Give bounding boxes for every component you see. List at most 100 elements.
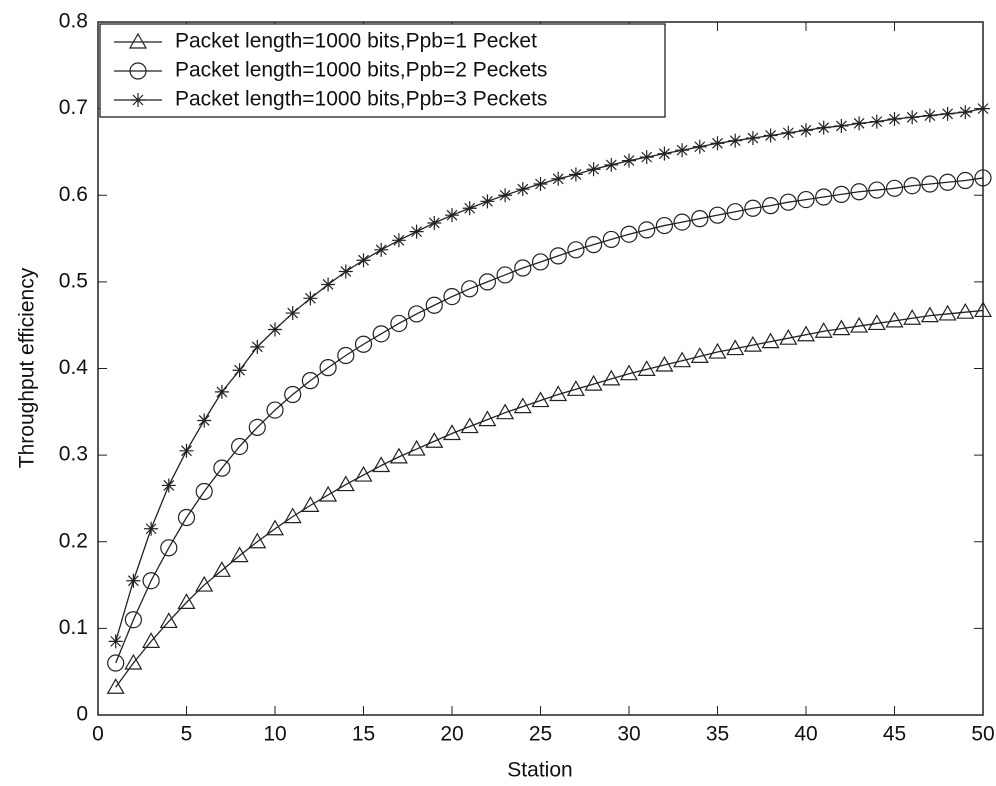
series-line — [115, 177, 984, 664]
marker — [409, 224, 424, 239]
marker — [514, 259, 532, 277]
marker — [142, 572, 160, 590]
marker — [850, 183, 868, 201]
x-tick-label: 35 — [706, 723, 729, 746]
marker — [285, 306, 300, 321]
marker — [604, 157, 619, 172]
marker — [301, 372, 319, 390]
marker — [815, 188, 833, 206]
x-tick-label: 15 — [352, 723, 375, 746]
legend-label: Packet length=1000 bits,Ppb=3 Peckets — [175, 88, 547, 111]
marker — [478, 410, 497, 427]
marker — [374, 242, 389, 257]
marker — [197, 413, 212, 428]
marker — [834, 118, 849, 133]
marker — [903, 309, 922, 325]
marker — [675, 143, 690, 158]
marker — [920, 306, 939, 323]
marker — [126, 573, 141, 588]
legend-label: Packet length=1000 bits,Ppb=2 Peckets — [175, 59, 547, 82]
marker — [549, 385, 568, 402]
marker — [796, 325, 816, 342]
x-tick-label: 25 — [529, 723, 552, 746]
marker — [195, 575, 214, 592]
marker — [407, 439, 426, 456]
marker — [177, 508, 196, 527]
marker — [568, 167, 583, 182]
marker — [160, 539, 178, 557]
marker — [814, 322, 833, 338]
marker — [336, 475, 355, 492]
marker — [354, 335, 373, 353]
marker — [462, 201, 477, 216]
marker — [177, 593, 196, 609]
marker — [726, 203, 744, 221]
marker — [212, 561, 231, 577]
marker — [161, 478, 176, 493]
marker — [124, 611, 142, 629]
marker — [106, 678, 125, 694]
marker — [372, 325, 390, 343]
marker — [976, 101, 990, 116]
marker — [531, 253, 550, 271]
marker — [728, 133, 743, 148]
marker — [533, 176, 548, 191]
marker — [129, 62, 147, 80]
marker — [743, 335, 762, 352]
x-tick-label: 50 — [971, 723, 994, 746]
marker — [797, 190, 815, 209]
marker — [885, 311, 904, 328]
marker — [551, 171, 566, 186]
marker — [389, 447, 408, 464]
marker — [867, 314, 886, 331]
marker — [938, 304, 957, 321]
marker — [657, 146, 672, 161]
marker — [144, 521, 159, 536]
marker — [956, 171, 974, 190]
marker — [602, 230, 620, 249]
marker — [586, 162, 601, 177]
marker — [887, 112, 902, 127]
marker — [850, 316, 869, 333]
marker — [710, 136, 725, 151]
marker — [973, 301, 993, 318]
marker — [779, 193, 797, 211]
y-tick-label: 0.6 — [59, 183, 88, 206]
marker — [905, 110, 920, 125]
marker — [230, 546, 249, 563]
marker — [584, 374, 603, 391]
marker — [301, 496, 320, 512]
marker — [816, 120, 831, 135]
marker — [124, 653, 143, 670]
y-tick-label: 0.7 — [59, 96, 88, 119]
marker — [921, 175, 939, 193]
marker — [531, 391, 550, 408]
x-tick-label: 20 — [440, 723, 463, 746]
marker — [408, 305, 426, 323]
marker — [745, 131, 760, 146]
marker — [566, 380, 585, 396]
marker — [159, 612, 178, 629]
x-tick-label: 40 — [794, 723, 817, 746]
marker — [639, 150, 654, 165]
marker — [461, 280, 479, 298]
x-tick-label: 10 — [263, 723, 286, 746]
x-tick-label: 0 — [92, 723, 104, 746]
marker — [372, 456, 391, 473]
marker — [655, 355, 674, 372]
plot-area — [97, 21, 984, 716]
marker — [938, 173, 957, 191]
marker — [250, 339, 265, 354]
marker — [443, 288, 461, 306]
marker — [425, 296, 443, 314]
marker — [692, 139, 707, 154]
marker — [442, 424, 462, 441]
marker — [142, 632, 161, 648]
marker — [356, 253, 371, 268]
marker — [673, 351, 692, 368]
marker — [655, 216, 674, 235]
marker — [584, 236, 603, 254]
marker — [974, 169, 992, 187]
marker — [922, 108, 937, 123]
